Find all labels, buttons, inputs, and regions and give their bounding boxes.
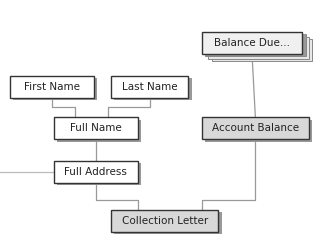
Text: Balance Due...: Balance Due... xyxy=(214,38,290,48)
Text: Account Balance: Account Balance xyxy=(212,123,299,133)
Text: First Name: First Name xyxy=(24,82,80,92)
FancyBboxPatch shape xyxy=(111,210,218,232)
FancyBboxPatch shape xyxy=(202,117,309,139)
Text: Full Address: Full Address xyxy=(64,167,127,177)
FancyBboxPatch shape xyxy=(57,120,141,142)
Text: Full Name: Full Name xyxy=(70,123,122,133)
FancyBboxPatch shape xyxy=(208,37,309,59)
FancyBboxPatch shape xyxy=(202,32,302,54)
FancyBboxPatch shape xyxy=(205,34,306,56)
FancyBboxPatch shape xyxy=(212,39,312,61)
FancyBboxPatch shape xyxy=(54,161,138,183)
FancyBboxPatch shape xyxy=(111,76,188,98)
FancyBboxPatch shape xyxy=(114,212,222,234)
FancyBboxPatch shape xyxy=(10,76,94,98)
Text: Collection Letter: Collection Letter xyxy=(122,216,208,226)
FancyBboxPatch shape xyxy=(54,117,138,139)
FancyBboxPatch shape xyxy=(57,163,141,185)
FancyBboxPatch shape xyxy=(13,78,97,100)
FancyBboxPatch shape xyxy=(205,120,312,142)
Text: Last Name: Last Name xyxy=(122,82,177,92)
FancyBboxPatch shape xyxy=(205,34,306,56)
FancyBboxPatch shape xyxy=(114,78,192,100)
